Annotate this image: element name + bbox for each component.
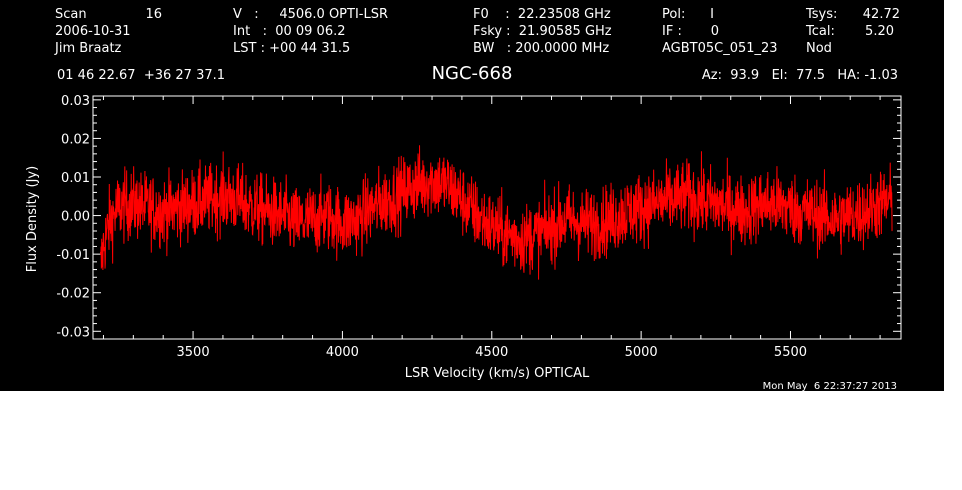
axis-ticks xyxy=(93,96,901,339)
header-project: AGBT05C_051_23 xyxy=(662,41,778,56)
header-tsys-value: 42.72 xyxy=(863,7,900,22)
plot-window: Scan 16 2006-10-31 Jim Braatz V : 4506.0… xyxy=(0,0,944,391)
header-sky-frequency: Fsky : 21.90585 GHz xyxy=(473,24,612,39)
header-rest-frequency: F0 : 22.23508 GHz xyxy=(473,7,611,22)
header-switching-mode: Nod xyxy=(806,41,832,56)
y-tick-label: 0.02 xyxy=(61,132,90,147)
tick-labels: 3500 4000 4500 5000 5500 -0.03 -0.02 -0.01 0.00 0… xyxy=(56,94,807,360)
header-bandwidth: BW : 200.0000 MHz xyxy=(473,41,609,56)
y-tick-label: -0.03 xyxy=(56,325,90,340)
header-coordinates: 01 46 22.67 +36 27 37.1 xyxy=(57,68,225,83)
header-integration: Int : 00 09 06.2 xyxy=(233,24,346,39)
x-tick-label: 5500 xyxy=(774,345,807,360)
y-tick-label: -0.01 xyxy=(56,248,90,263)
header-lst: LST : +00 44 31.5 xyxy=(233,41,350,56)
plot-timestamp: Mon May 6 22:37:27 2013 xyxy=(763,381,897,391)
header-if: IF : 0 xyxy=(662,24,719,39)
chart-title: NGC-668 xyxy=(432,63,513,84)
header-polarization: Pol: I xyxy=(662,7,714,22)
y-axis-label: Flux Density (Jy) xyxy=(25,166,40,272)
y-tick-label: 0.01 xyxy=(61,171,90,186)
header-pointing: Az: 93.9 El: 77.5 HA: -1.03 xyxy=(702,68,898,83)
y-tick-label: 0.03 xyxy=(61,94,90,109)
header-observer: Jim Braatz xyxy=(54,41,122,56)
x-tick-label: 3500 xyxy=(177,345,210,360)
x-tick-label: 4500 xyxy=(475,345,508,360)
y-tick-label: -0.02 xyxy=(56,287,90,302)
x-axis-label: LSR Velocity (km/s) OPTICAL xyxy=(405,366,590,381)
spectrum-trace xyxy=(99,145,893,280)
header-scan-label: Scan xyxy=(55,7,87,22)
header-tcal-value: 5.20 xyxy=(865,24,894,39)
plot-frame xyxy=(92,95,902,340)
x-tick-label: 5000 xyxy=(625,345,658,360)
x-tick-label: 4000 xyxy=(326,345,359,360)
header-tsys-label: Tsys: xyxy=(805,7,837,22)
trace-layer xyxy=(99,145,893,280)
header-tcal-label: Tcal: xyxy=(805,24,835,39)
header-date: 2006-10-31 xyxy=(55,24,131,39)
y-tick-label: 0.00 xyxy=(61,210,90,225)
header-scan-number: 16 xyxy=(145,7,162,22)
spectrum-plot: Scan 16 2006-10-31 Jim Braatz V : 4506.0… xyxy=(25,7,902,391)
header-velocity: V : 4506.0 OPTI-LSR xyxy=(233,7,388,22)
